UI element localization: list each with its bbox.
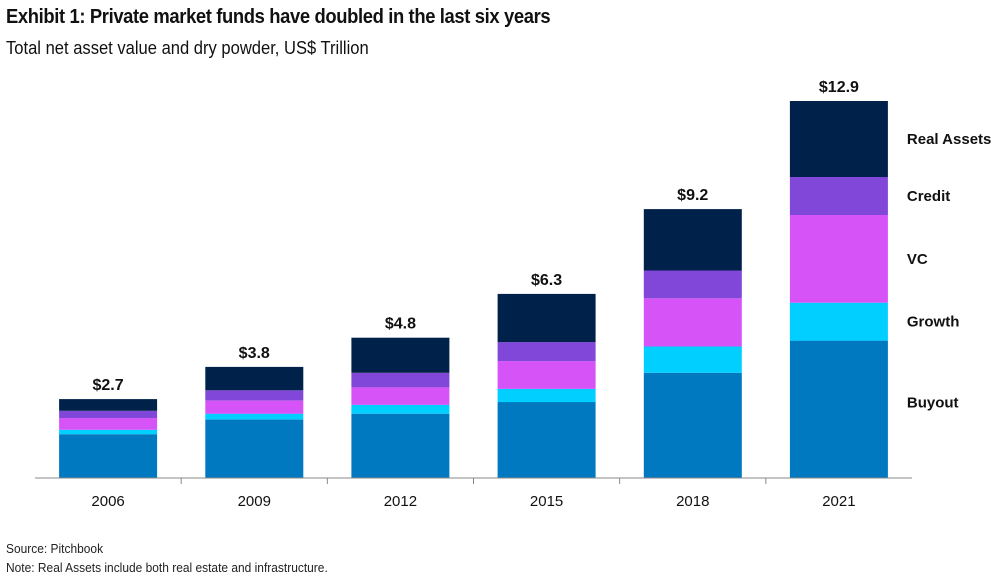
bar-buyout-2018 xyxy=(643,372,742,478)
bar-real-assets-2021 xyxy=(789,101,888,177)
bar-credit-2009 xyxy=(205,390,304,401)
bar-real-assets-2015 xyxy=(497,293,596,343)
bar-real-assets-2012 xyxy=(351,337,450,373)
x-tick-label-2009: 2009 xyxy=(238,493,271,510)
bar-real-assets-2018 xyxy=(643,209,742,271)
bar-buyout-2021 xyxy=(789,340,888,478)
total-labels: $2.7 $3.8 $4.8 $6.3 $9.2 $12.9 xyxy=(93,79,860,394)
total-label-2018: $9.2 xyxy=(677,187,708,204)
total-label-2006: $2.7 xyxy=(93,377,124,394)
bar-stacks xyxy=(59,101,888,478)
legend-label-credit: Credit xyxy=(907,188,950,205)
bar-vc-2018 xyxy=(643,298,742,347)
bar-growth-2012 xyxy=(351,404,450,414)
legend-label-vc: VC xyxy=(907,251,928,268)
total-label-2009: $3.8 xyxy=(239,345,270,362)
bar-buyout-2012 xyxy=(351,413,450,478)
source-note: Source: Pitchbook xyxy=(6,541,104,556)
bar-growth-2021 xyxy=(789,302,888,341)
bar-growth-2006 xyxy=(59,429,158,435)
legend: Buyout Growth VC Credit Real Assets xyxy=(907,131,992,412)
x-tick-label-2021: 2021 xyxy=(822,493,855,510)
bar-growth-2018 xyxy=(643,346,742,373)
chart-title: Exhibit 1: Private market funds have dou… xyxy=(6,6,551,28)
bar-buyout-2015 xyxy=(497,402,596,478)
x-tick-label-2015: 2015 xyxy=(530,493,563,510)
bar-growth-2015 xyxy=(497,388,596,403)
bar-buyout-2009 xyxy=(205,419,304,478)
bar-vc-2006 xyxy=(59,418,158,430)
legend-label-real-assets: Real Assets xyxy=(907,131,992,148)
chart-subtitle: Total net asset value and dry powder, US… xyxy=(6,38,369,58)
bar-vc-2021 xyxy=(789,215,888,303)
bar-growth-2009 xyxy=(205,413,304,420)
x-tick-label-2018: 2018 xyxy=(676,493,709,510)
bar-real-assets-2009 xyxy=(205,366,304,391)
bar-buyout-2006 xyxy=(59,434,158,478)
legend-label-buyout: Buyout xyxy=(907,395,959,412)
x-tick-label-2012: 2012 xyxy=(384,493,417,510)
bar-credit-2015 xyxy=(497,342,596,362)
bar-credit-2021 xyxy=(789,177,888,215)
x-axis-ticks: 2006 2009 2012 2015 2018 2021 xyxy=(91,478,856,510)
bar-vc-2012 xyxy=(351,387,450,405)
legend-label-growth: Growth xyxy=(907,314,960,331)
total-label-2012: $4.8 xyxy=(385,316,416,333)
bar-vc-2015 xyxy=(497,361,596,389)
bar-credit-2012 xyxy=(351,372,450,388)
total-label-2015: $6.3 xyxy=(531,272,562,289)
bar-real-assets-2006 xyxy=(59,399,158,411)
bar-credit-2006 xyxy=(59,410,158,419)
bar-vc-2009 xyxy=(205,400,304,414)
footnote: Note: Real Assets include both real esta… xyxy=(6,560,328,575)
x-tick-label-2006: 2006 xyxy=(91,493,124,510)
total-label-2021: $12.9 xyxy=(819,79,859,96)
bar-credit-2018 xyxy=(643,270,742,299)
